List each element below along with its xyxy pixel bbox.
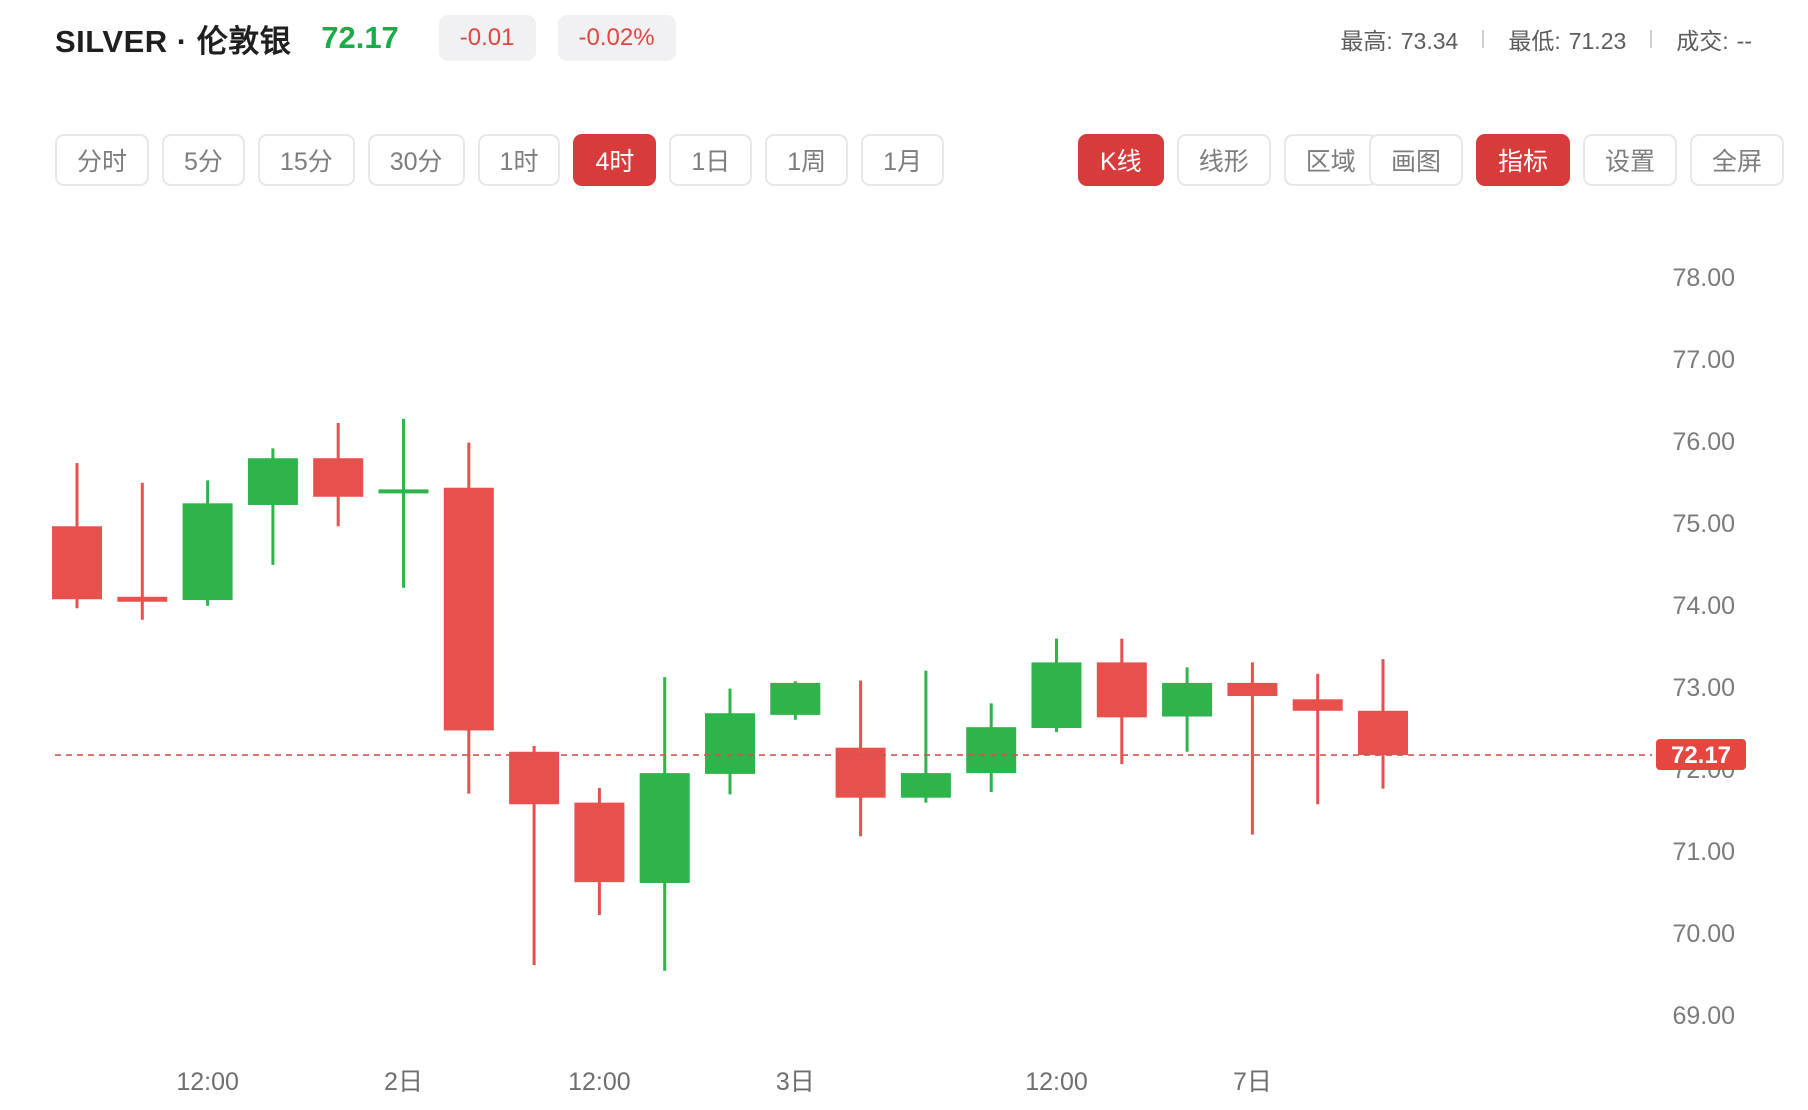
y-axis-tick-label: 77.00	[1672, 346, 1735, 374]
candle-10	[705, 688, 755, 795]
candle-17	[1162, 667, 1213, 752]
candle-4	[313, 422, 364, 527]
timeframe-button-3[interactable]: 30分	[367, 134, 465, 186]
x-axis-tick-label: 7日	[1233, 1068, 1272, 1096]
timeframe-button-1[interactable]: 5分	[162, 134, 245, 186]
candles-layer	[52, 418, 1408, 971]
stat-low-label: 最低:	[1508, 28, 1561, 54]
candle-14	[966, 703, 1017, 792]
timeframe-button-2[interactable]: 15分	[257, 134, 355, 186]
x-axis-tick-label: 2日	[384, 1068, 423, 1096]
stat-volume-label: 成交:	[1676, 28, 1729, 54]
last-price: 72.17	[321, 20, 399, 55]
candle-9	[639, 677, 690, 971]
y-axis-tick-label: 74.00	[1672, 592, 1735, 620]
header: SILVER · 伦敦银 72.17 -0.01 -0.02%	[55, 10, 676, 66]
candle-12	[835, 680, 886, 837]
stat-high-value: 73.34	[1400, 28, 1459, 54]
candle-16	[1096, 638, 1147, 765]
chart-type-button-0[interactable]: K线	[1078, 134, 1164, 186]
chart-type-button-1[interactable]: 线形	[1176, 134, 1271, 186]
y-axis-tick-label: 69.00	[1672, 1002, 1735, 1030]
candle-6	[443, 442, 494, 794]
y-axis-tick-label: 78.00	[1672, 264, 1735, 292]
candle-5	[378, 418, 429, 588]
tool-button-3[interactable]: 全屏	[1689, 134, 1784, 186]
timeframe-button-0[interactable]: 分时	[55, 134, 150, 186]
timeframe-button-7[interactable]: 1周	[765, 134, 849, 186]
x-axis: 12:00 2日 12:00 3日 12:00 7日	[176, 1068, 1272, 1096]
stats-divider	[1482, 30, 1485, 48]
tool-button-1[interactable]: 指标	[1475, 134, 1570, 186]
candle-15	[1031, 638, 1082, 733]
y-axis-tick-label: 73.00	[1672, 674, 1735, 702]
candle-1	[117, 482, 168, 620]
tool-button-2[interactable]: 设置	[1582, 134, 1677, 186]
stat-low-value: 71.23	[1568, 28, 1627, 54]
y-axis-tick-label: 71.00	[1672, 838, 1735, 866]
candle-7	[509, 746, 560, 965]
stat-volume: 成交: --	[1676, 22, 1752, 56]
timeframe-button-6[interactable]: 1日	[669, 134, 753, 186]
y-axis-tick-label: 76.00	[1672, 428, 1735, 456]
candle-19	[1292, 673, 1343, 805]
timeframe-button-4[interactable]: 1时	[477, 134, 561, 186]
price-change-percent-badge: -0.02%	[557, 15, 676, 61]
symbol-title: SILVER · 伦敦银	[55, 23, 292, 59]
tool-button-0[interactable]: 画图	[1368, 134, 1463, 186]
y-axis-tick-label: 75.00	[1672, 510, 1735, 538]
stat-high: 最高: 73.34	[1340, 22, 1458, 56]
price-change-badge: -0.01	[438, 15, 536, 61]
y-axis-tick-label: 70.00	[1672, 920, 1735, 948]
x-axis-tick-label: 12:00	[1025, 1068, 1088, 1096]
candle-0	[52, 463, 102, 609]
current-price-badge: 72.17	[1656, 739, 1746, 770]
x-axis-tick-label: 12:00	[176, 1068, 239, 1096]
stats-divider	[1650, 30, 1653, 48]
candle-13	[900, 670, 951, 803]
current-price-badge-value: 72.17	[1671, 742, 1731, 769]
candle-2	[182, 480, 233, 606]
candle-3	[247, 448, 298, 565]
candle-11	[770, 681, 821, 720]
y-axis: 78.0077.0076.0075.0074.0073.0072.0071.00…	[1672, 264, 1735, 1030]
timeframe-button-8[interactable]: 1月	[861, 134, 945, 186]
session-stats: 最高: 73.34 最低: 71.23 成交: --	[1340, 22, 1752, 56]
stat-low: 最低: 71.23	[1508, 22, 1626, 56]
stat-volume-value: --	[1736, 28, 1752, 54]
stat-high-label: 最高:	[1340, 28, 1393, 54]
timeframe-button-group: 分时 5分 15分 30分 1时 4时 1日 1周 1月	[55, 134, 945, 186]
x-axis-tick-label: 3日	[776, 1068, 815, 1096]
x-axis-tick-label: 12:00	[568, 1068, 631, 1096]
candle-20	[1358, 659, 1408, 789]
chart-tools-button-group: 画图 指标 设置 全屏	[1368, 134, 1784, 186]
candle-18	[1227, 662, 1278, 835]
candle-8	[574, 787, 625, 915]
timeframe-button-5[interactable]: 4时	[573, 134, 657, 186]
